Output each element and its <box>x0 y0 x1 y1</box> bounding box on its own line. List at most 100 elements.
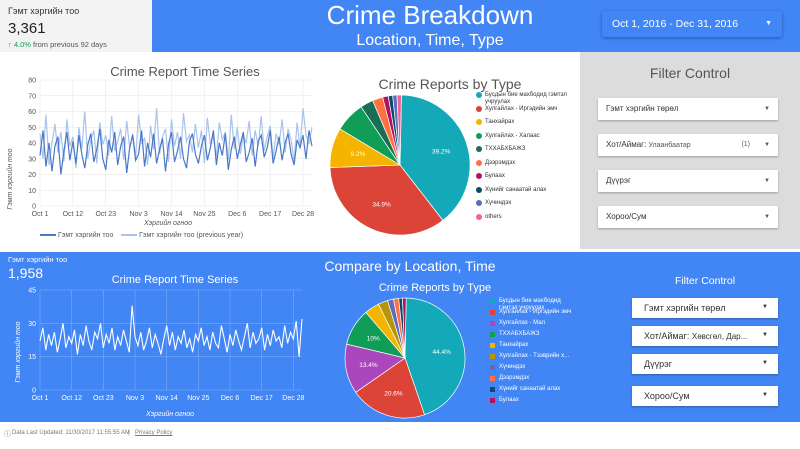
legend-label: Хулгайлах - Иргэдийн эмч <box>499 309 572 315</box>
info-icon: ⓘ <box>4 431 11 438</box>
legend-item: Хүнийг санаатай алах <box>490 386 580 393</box>
compare-section: Гэмт хэргийн тоо 1,958 Compare by Locati… <box>0 252 800 422</box>
dropdown-value: Хөвсгөл, Дар... <box>691 332 748 341</box>
scorecard-label: Гэмт хэргийн тоо <box>8 6 80 16</box>
bottom-filter-khoroo-dropdown[interactable]: Хороо/Сум ▼ <box>632 386 778 406</box>
legend-swatch-previous <box>121 234 138 237</box>
caret-down-icon: ▼ <box>762 332 768 338</box>
legend-label: others <box>485 213 502 220</box>
filter-district-dropdown[interactable]: Дүүрэг ▼ <box>598 170 778 192</box>
legend-swatch <box>490 365 495 370</box>
top-ts-ylabel: Гэмт хэргийн тоо <box>6 148 14 209</box>
filter-crime-type-dropdown[interactable]: Гэмт хэргийн төрөл ▼ <box>598 98 778 120</box>
scorecard-delta: ↑ 4.0% from previous 92 days <box>8 40 107 49</box>
legend-label: Булаах <box>499 397 519 403</box>
filter-panel-title: Filter Control <box>649 65 731 81</box>
legend-swatch <box>490 398 495 403</box>
x-tick-label: Oct 12 <box>63 211 84 218</box>
bottom-filter-district-dropdown[interactable]: Дүүрэг ▼ <box>632 354 778 374</box>
legend-swatch <box>490 321 495 326</box>
legend-label: Танхайрах <box>499 342 529 348</box>
footer: ⓘ Data Last Updated: 11/30/2017 11:55:55… <box>0 424 800 449</box>
top-pie-legend: Бусдын бие махбодид гэмтэл учруулах Хулга… <box>476 92 576 240</box>
pie-slice-label: 44.4% <box>433 349 452 356</box>
x-tick-label: Oct 1 <box>32 395 49 402</box>
dropdown-label: Хороо/Сум <box>606 212 647 221</box>
legend-swatch <box>476 173 482 179</box>
legend-label: Булаах <box>485 173 505 179</box>
legend-label: Хулгайлах - Мал <box>499 320 546 326</box>
caret-down-icon: ▼ <box>764 178 770 184</box>
y-tick-label: 40 <box>28 141 36 148</box>
filter-city-dropdown[interactable]: Хот/Аймаг: Улаанбаатар (1) ▼ <box>598 134 778 156</box>
filter-khoroo-dropdown[interactable]: Хороо/Сум ▼ <box>598 206 778 228</box>
last-updated-text: Data Last Updated: 11/30/2017 11:55:55 A… <box>12 430 130 436</box>
bottom-scorecard-label: Гэмт хэргийн тоо <box>8 255 68 264</box>
bottom-timeseries-title: Crime Report Time Series <box>111 274 239 286</box>
pie-slice <box>402 297 407 359</box>
bottom-ts-xlabel: Хэргийн огноо <box>145 410 194 418</box>
caret-down-icon: ▼ <box>762 392 768 398</box>
y-tick-label: 10 <box>28 188 36 195</box>
y-tick-label: 60 <box>28 109 36 116</box>
legend-item: Хулгайлах - Тээврийн х... <box>490 353 580 360</box>
x-tick-label: Dec 6 <box>228 211 246 218</box>
x-tick-label: Dec 28 <box>292 211 314 218</box>
y-tick-label: 50 <box>28 125 36 132</box>
dropdown-label: Хот/Аймаг: <box>644 331 690 341</box>
x-tick-label: Dec 28 <box>282 395 304 402</box>
legend-swatch <box>490 376 495 381</box>
dropdown-label: Хороо/Сум <box>644 391 690 401</box>
legend-item: others <box>476 213 576 221</box>
caret-down-icon: ▼ <box>762 360 768 366</box>
date-range-picker[interactable]: Oct 1, 2016 - Dec 31, 2016 ▼ <box>602 11 782 37</box>
scorecard-total-crimes: Гэмт хэргийн тоо 3,361 ↑ 4.0% from previ… <box>0 0 152 52</box>
legend-swatch <box>490 343 495 348</box>
footer-separator: | <box>128 430 130 436</box>
y-tick-label: 0 <box>32 388 36 395</box>
caret-down-icon: ▼ <box>765 20 772 27</box>
pie-slice <box>355 357 425 419</box>
legend-item: Бусдын бие махбодид гэмтэл учруулах <box>490 298 580 312</box>
legend-swatch <box>476 186 482 193</box>
page-subtitle: Location, Time, Type <box>356 32 504 49</box>
x-tick-label: Dec 6 <box>221 395 239 402</box>
x-tick-label: Nov 14 <box>160 211 182 218</box>
y-tick-label: 80 <box>28 78 36 85</box>
legend-item: Бусдын бие махбодид гэмтэл учруулах <box>476 92 576 106</box>
legend-label: Бусдын бие махбодид гэмтэл учруулах <box>499 298 561 311</box>
legend-item: Хулгайлах - Мал <box>490 320 580 327</box>
legend-item: Танхайрах <box>476 119 576 126</box>
legend-label: ТХХАБХБАЖЗ <box>485 146 526 152</box>
x-tick-label: Nov 25 <box>193 211 215 218</box>
legend-item: Хулгайлах - Иргэдийн эмч <box>476 105 576 113</box>
legend-swatch <box>490 310 495 315</box>
x-tick-label: Oct 1 <box>32 211 49 218</box>
bottom-scorecard-value: 1,958 <box>8 265 44 281</box>
legend-item: Дээрэмдэх <box>476 159 576 167</box>
legend-item: Хулгайлах - Иргэдийн эмч <box>490 309 580 316</box>
x-tick-label: Nov 25 <box>187 395 209 402</box>
y-tick-label: 70 <box>28 93 36 100</box>
y-tick-label: 15 <box>28 354 36 361</box>
legend-label: Хулгайлах - Тээврийн х... <box>499 353 570 359</box>
legend-swatch <box>476 159 482 166</box>
pie-slice-label: 9.2% <box>351 151 366 158</box>
pie-slice-label: 10% <box>367 336 380 343</box>
legend-item: Дээрэмдэх <box>490 375 580 382</box>
legend-swatch <box>490 299 495 304</box>
dropdown-label: Дүүрэг <box>644 359 672 369</box>
legend-item: Танхайрах <box>490 342 580 349</box>
privacy-policy-link[interactable]: Privacy Policy <box>135 430 173 436</box>
dropdown-label: Гэмт хэргийн төрөл <box>644 303 726 313</box>
bottom-timeseries-chart: Гэмт хэргийн тоо Хэргийн огноо 0 15 30 45 Oc… <box>14 288 305 419</box>
bottom-pie-chart: 44.4% 20.6% 13.4% 10% <box>344 297 466 419</box>
legend-swatch <box>476 146 482 152</box>
caret-down-icon: ▼ <box>764 214 770 220</box>
bottom-filter-city-dropdown[interactable]: Хот/Аймаг: Хөвсгөл, Дар... ▼ <box>632 326 778 346</box>
x-tick-label: Oct 23 <box>95 211 116 218</box>
top-timeseries-title: Crime Report Time Series <box>110 64 260 79</box>
bottom-ts-ylabel: Гэмт хэргийн тоо <box>14 321 22 382</box>
legend-swatch <box>476 119 482 125</box>
bottom-filter-crime-type-dropdown[interactable]: Гэмт хэргийн төрөл ▼ <box>632 298 778 318</box>
